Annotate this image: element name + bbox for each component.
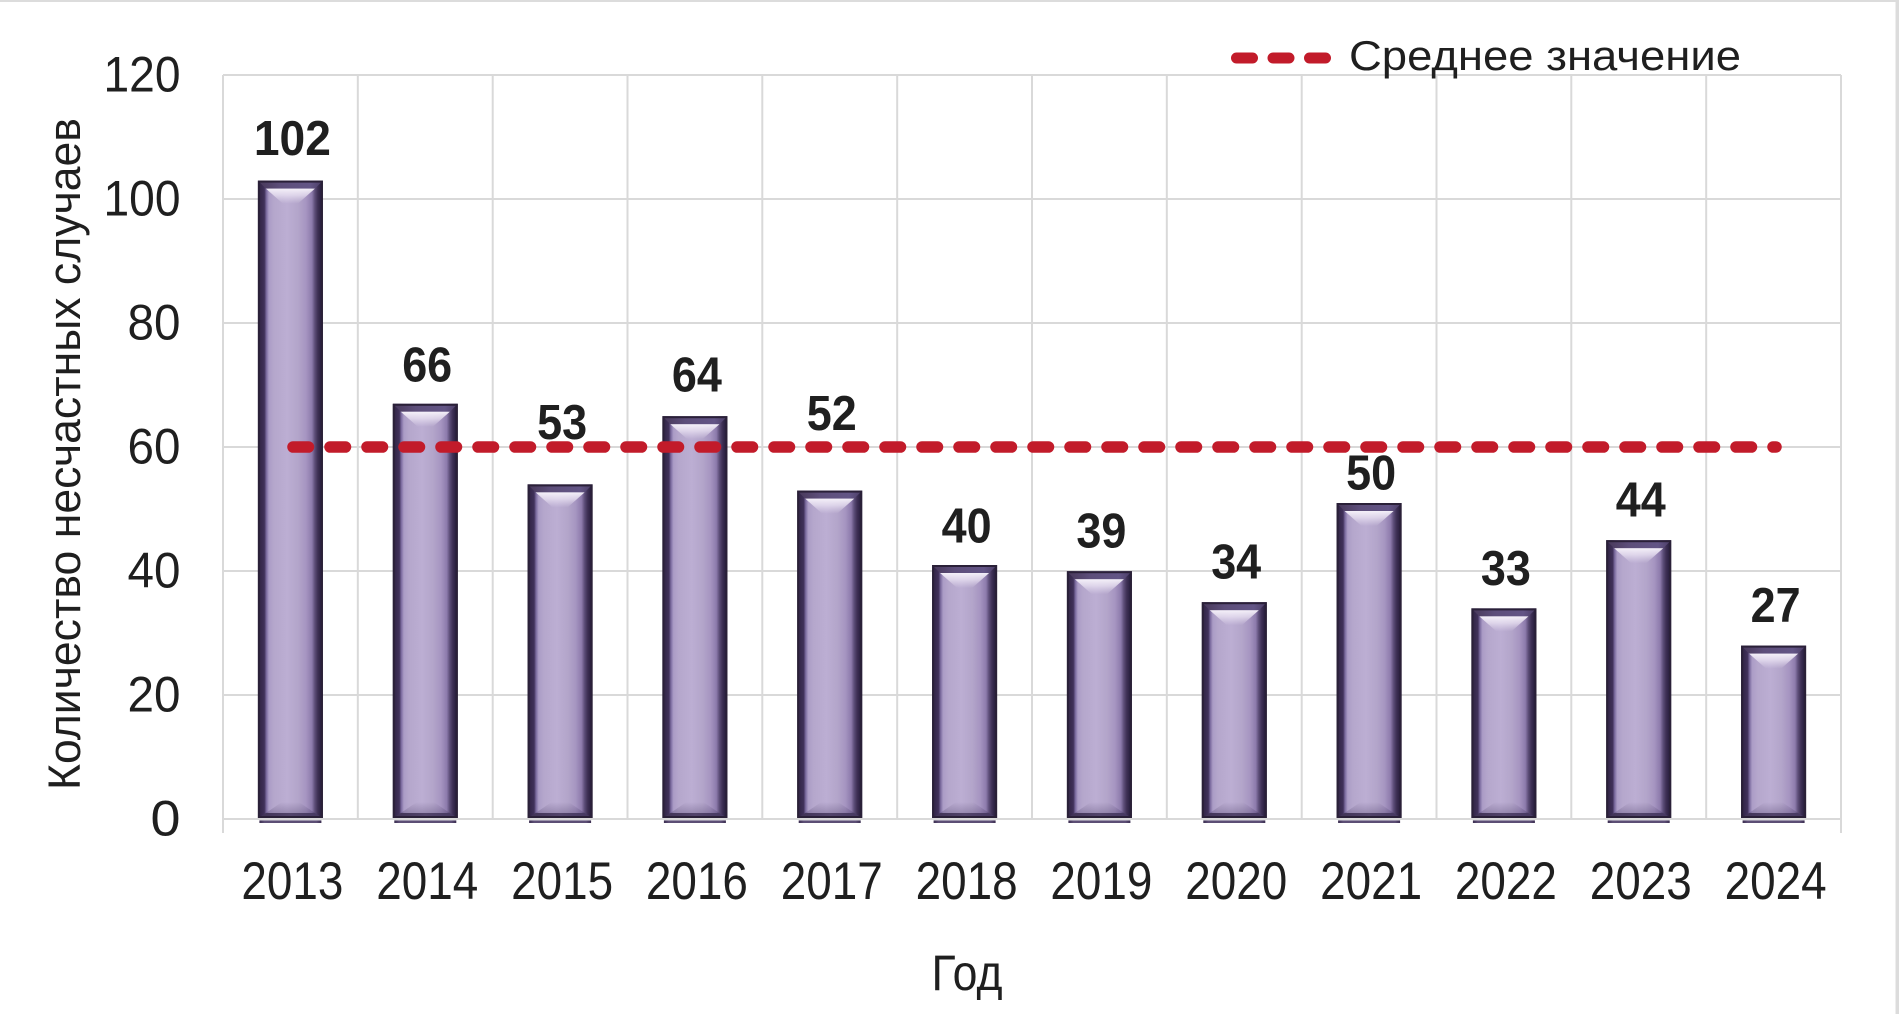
svg-text:27: 27 <box>1751 579 1801 633</box>
svg-text:60: 60 <box>128 419 181 475</box>
svg-text:2013: 2013 <box>241 852 343 911</box>
svg-text:2019: 2019 <box>1050 852 1152 911</box>
svg-text:44: 44 <box>1616 474 1666 528</box>
svg-text:80: 80 <box>128 295 181 351</box>
svg-text:2021: 2021 <box>1320 852 1422 911</box>
svg-text:2020: 2020 <box>1185 852 1287 911</box>
svg-text:53: 53 <box>537 396 587 450</box>
svg-text:40: 40 <box>128 543 181 599</box>
svg-text:40: 40 <box>942 500 992 554</box>
svg-text:Среднее значение: Среднее значение <box>1349 32 1741 79</box>
svg-text:64: 64 <box>672 349 722 403</box>
svg-text:66: 66 <box>402 338 452 392</box>
svg-text:33: 33 <box>1481 542 1531 596</box>
svg-text:Год: Год <box>932 945 1003 1001</box>
svg-text:20: 20 <box>128 667 181 723</box>
svg-text:2023: 2023 <box>1590 852 1692 911</box>
svg-text:102: 102 <box>254 112 331 166</box>
svg-text:2018: 2018 <box>916 852 1018 911</box>
svg-text:2017: 2017 <box>781 852 883 911</box>
svg-text:50: 50 <box>1346 447 1396 501</box>
svg-text:100: 100 <box>104 171 181 227</box>
svg-text:2022: 2022 <box>1455 852 1557 911</box>
svg-text:34: 34 <box>1211 536 1261 590</box>
svg-text:Количество несчастных случаев: Количество несчастных случаев <box>39 118 90 790</box>
svg-text:2015: 2015 <box>511 852 613 911</box>
svg-text:2014: 2014 <box>376 852 478 911</box>
svg-text:2024: 2024 <box>1725 852 1827 911</box>
svg-text:120: 120 <box>104 47 181 103</box>
svg-text:52: 52 <box>807 387 857 441</box>
svg-text:39: 39 <box>1076 505 1126 559</box>
svg-text:2016: 2016 <box>646 852 748 911</box>
svg-text:0: 0 <box>151 791 181 847</box>
